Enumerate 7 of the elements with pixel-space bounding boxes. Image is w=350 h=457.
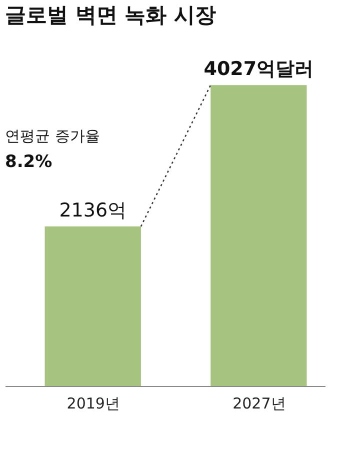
- data-label: 2136억: [59, 199, 127, 222]
- chart-title: 글로벌 벽면 녹화 시장: [5, 3, 216, 27]
- x-tick-label: 2019년: [66, 394, 120, 412]
- annotation: 연평균 증가율: [5, 127, 100, 145]
- data-label: 4027억달러: [204, 58, 314, 80]
- x-tick-label: 2027년: [232, 394, 286, 412]
- annotation: 8.2%: [5, 152, 52, 172]
